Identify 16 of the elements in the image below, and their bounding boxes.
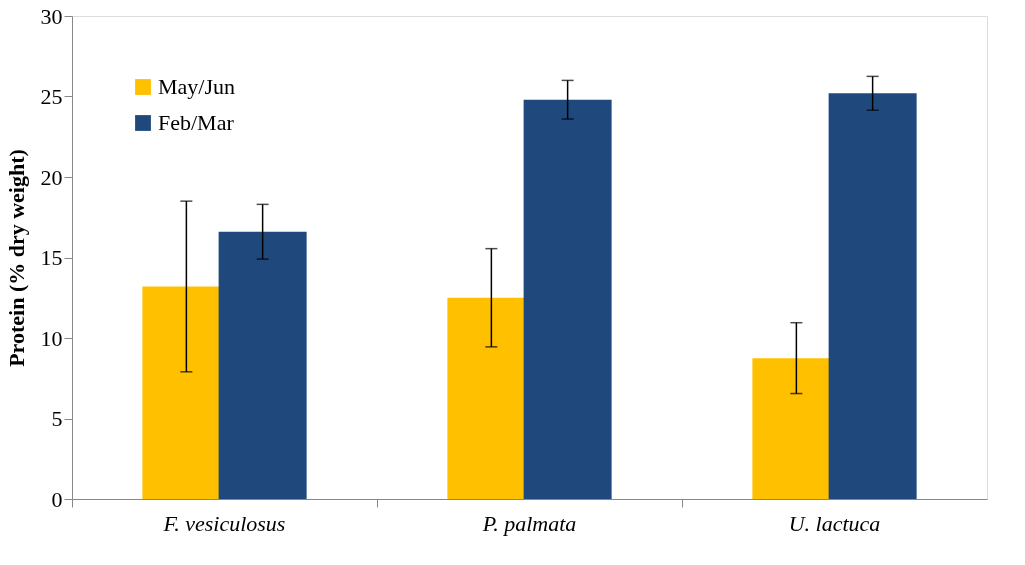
y-axis-title: Protein (% dry weight) [3,149,29,367]
x-tick-label: F. vesiculosus [162,510,286,536]
legend-label: May/Jun [158,74,235,99]
y-tick-label: 5 [51,406,63,431]
bar [218,231,307,499]
y-tick-label: 30 [40,3,63,29]
y-tick-label: 15 [40,245,63,270]
y-tick-label: 0 [51,486,63,512]
x-tick-label: U. lactuca [788,510,881,536]
legend-label: Feb/Mar [158,110,235,135]
y-tick-label: 20 [40,164,63,190]
bar [523,99,612,499]
bar [828,93,917,499]
x-tick-label: P. palmata [481,510,577,536]
y-tick-label: 25 [40,84,63,109]
y-tick-label: 10 [40,325,63,351]
